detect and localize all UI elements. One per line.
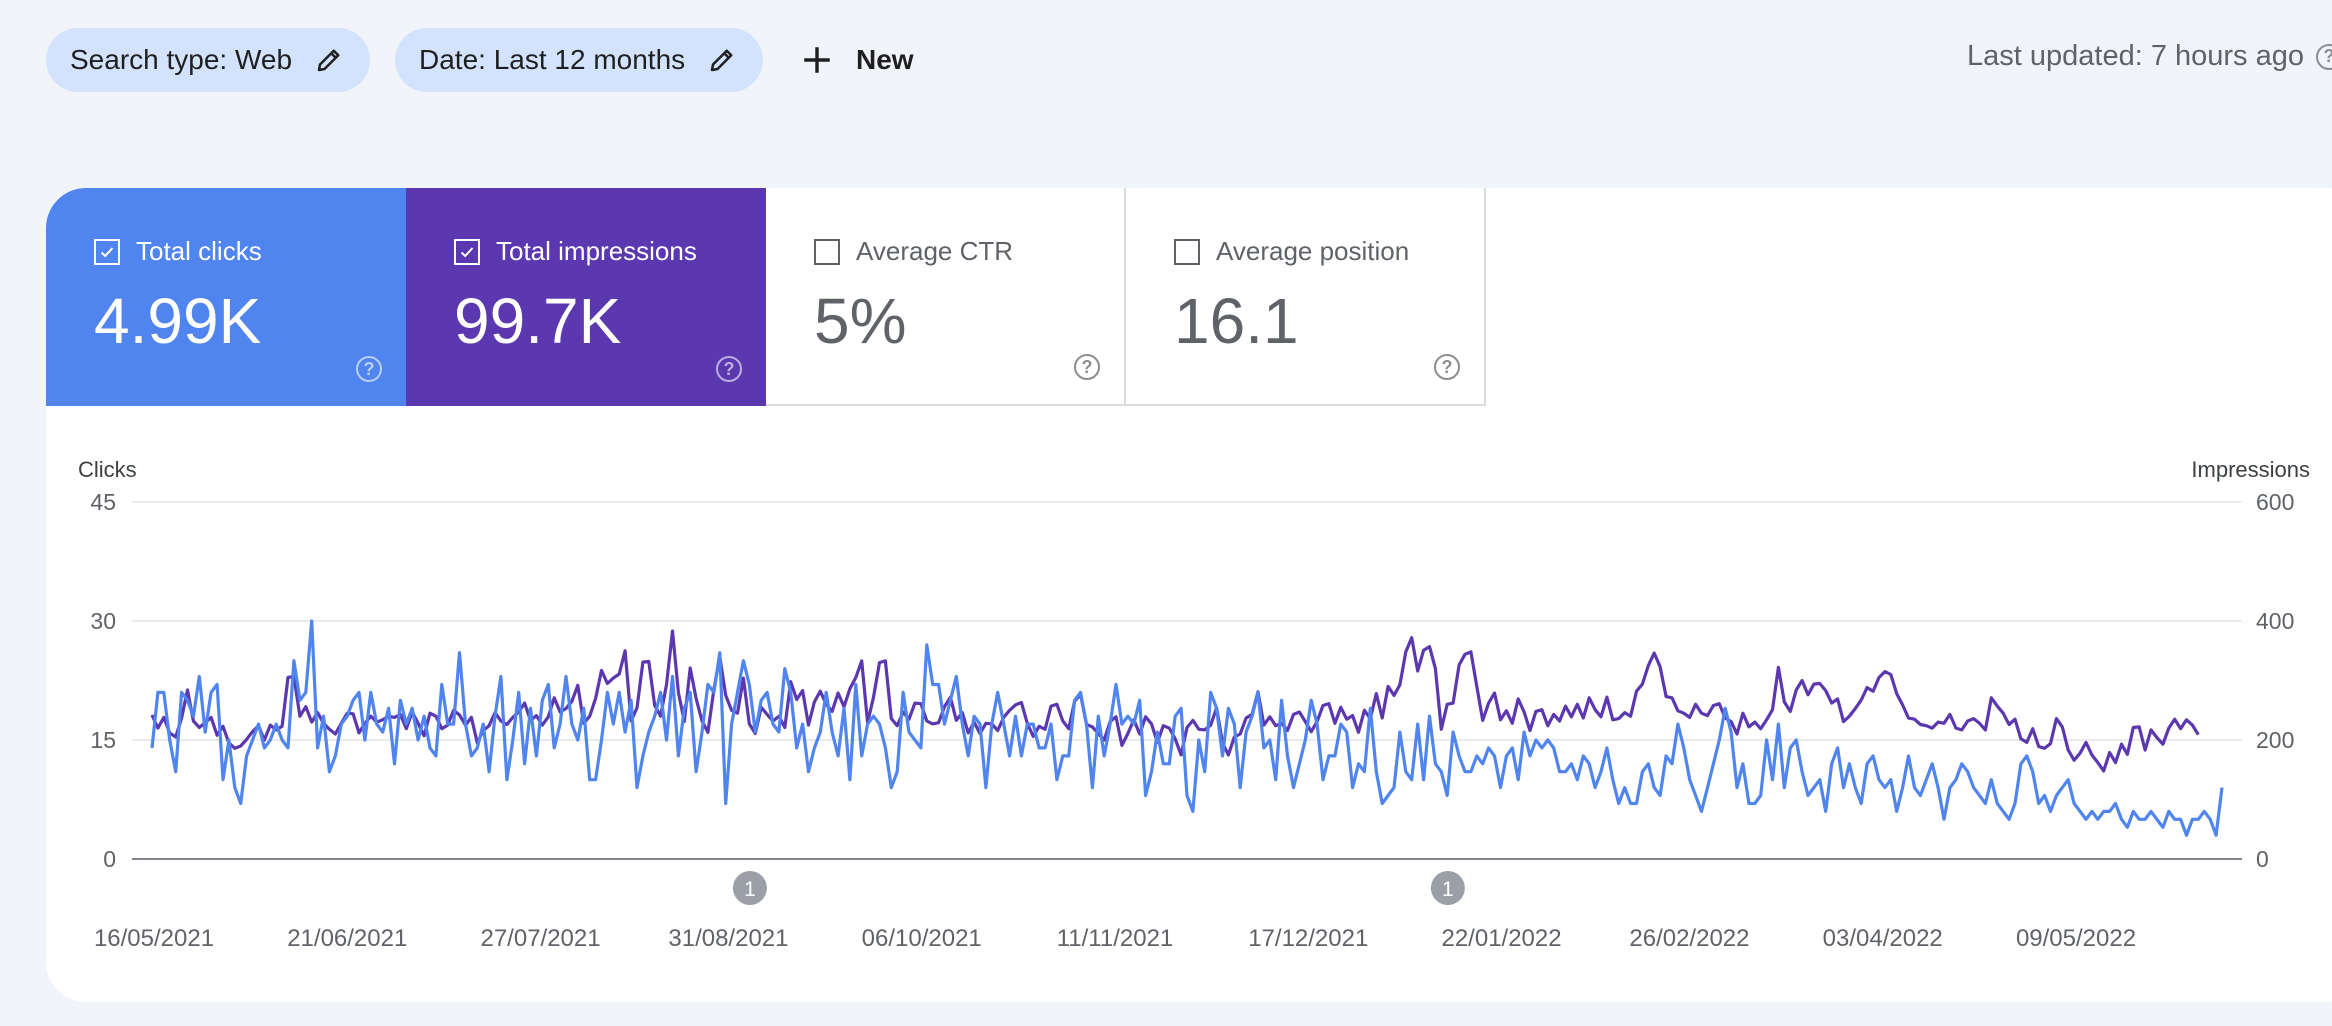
right-axis-tick-label: 400 xyxy=(2256,608,2294,634)
annotation-dot[interactable] xyxy=(732,871,767,905)
x-axis-tick-label: 11/11/2021 xyxy=(1057,925,1174,952)
left-axis-tick-label: 45 xyxy=(90,489,116,515)
metric-label: Average CTR xyxy=(856,236,1014,266)
filter-bar: Search type: Web Date: Last 12 months Ne… xyxy=(0,0,2332,120)
checkbox-checked-icon[interactable] xyxy=(94,238,120,265)
metric-tile-total-clicks[interactable]: Total clicks 4.99K ? xyxy=(46,188,406,406)
metric-value: 16.1 xyxy=(1174,285,1299,357)
right-axis-title: Impressions xyxy=(2191,457,2310,482)
x-axis-tick-label: 17/12/2021 xyxy=(1248,925,1368,952)
annotation-dot[interactable] xyxy=(1430,871,1465,905)
annotation-label: 1 xyxy=(1442,878,1454,901)
annotation-marker[interactable]: 1 xyxy=(1430,871,1465,905)
last-updated-status: Last updated: 7 hours ago ? xyxy=(1967,40,2332,73)
metric-tile-average-ctr[interactable]: Average CTR 5% ? xyxy=(766,188,1126,406)
series-line-impressions[interactable] xyxy=(150,629,2200,773)
new-filter-button[interactable]: New xyxy=(800,28,914,92)
x-axis-tick-label: 16/05/2021 xyxy=(94,925,214,952)
left-axis-tick-label: 15 xyxy=(90,727,116,753)
new-filter-label: New xyxy=(856,44,914,75)
checkbox-checked-icon[interactable] xyxy=(454,238,480,265)
metric-tile-average-position[interactable]: Average position 16.1 ? xyxy=(1126,188,1486,406)
help-icon[interactable]: ? xyxy=(356,356,382,382)
x-axis-tick-label: 03/04/2022 xyxy=(1823,925,1943,952)
left-axis-title: Clicks xyxy=(78,457,137,482)
metric-label: Average position xyxy=(1216,236,1410,266)
right-axis-tick-label: 600 xyxy=(2256,489,2294,515)
performance-card: Total clicks 4.99K ? Total impressions 9… xyxy=(46,188,2332,1002)
help-icon[interactable]: ? xyxy=(2316,43,2332,70)
date-filter-label: Date: Last 12 months xyxy=(419,44,686,75)
performance-chart[interactable]: Clicks Impressions 45 30 15 0 600 400 200 0 16… xyxy=(46,188,2332,1002)
right-axis-tick-label: 0 xyxy=(2256,846,2269,872)
series-line-clicks[interactable] xyxy=(150,619,2224,837)
x-axis-tick-label: 31/08/2021 xyxy=(668,925,788,952)
plus-icon xyxy=(804,47,830,73)
x-axis-tick-label: 27/07/2021 xyxy=(480,925,600,952)
metric-value: 99.7K xyxy=(454,285,622,357)
metric-label: Total clicks xyxy=(136,236,262,266)
search-type-filter-label: Search type: Web xyxy=(70,44,293,75)
metric-value: 4.99K xyxy=(94,285,262,357)
checkbox-unchecked-icon[interactable] xyxy=(1174,238,1200,265)
x-axis-tick-label: 26/02/2022 xyxy=(1629,925,1749,952)
annotation-label: 1 xyxy=(744,878,756,901)
x-axis-tick-label: 21/06/2021 xyxy=(287,925,407,952)
metric-tile-total-impressions[interactable]: Total impressions 99.7K ? xyxy=(406,188,766,406)
help-icon[interactable]: ? xyxy=(1074,354,1100,380)
annotation-marker[interactable]: 1 xyxy=(732,871,767,905)
help-icon[interactable]: ? xyxy=(1434,354,1460,380)
last-updated-text: Last updated: 7 hours ago xyxy=(1967,40,2304,72)
left-axis-tick-label: 30 xyxy=(90,608,116,634)
x-axis-tick-label: 22/01/2022 xyxy=(1441,925,1561,952)
checkbox-unchecked-icon[interactable] xyxy=(814,238,840,265)
search-type-filter-chip[interactable]: Search type: Web xyxy=(46,28,371,92)
edit-pencil-icon[interactable] xyxy=(707,45,737,75)
x-axis-tick-label: 06/10/2021 xyxy=(862,925,982,952)
right-axis-tick-label: 200 xyxy=(2256,727,2294,753)
left-axis-tick-label: 0 xyxy=(103,846,116,872)
metric-value: 5% xyxy=(814,285,907,357)
help-icon[interactable]: ? xyxy=(716,356,742,382)
date-filter-chip[interactable]: Date: Last 12 months xyxy=(395,28,764,92)
edit-pencil-icon[interactable] xyxy=(314,45,344,75)
x-axis-tick-label: 09/05/2022 xyxy=(2016,925,2136,952)
metric-label: Total impressions xyxy=(496,236,697,266)
